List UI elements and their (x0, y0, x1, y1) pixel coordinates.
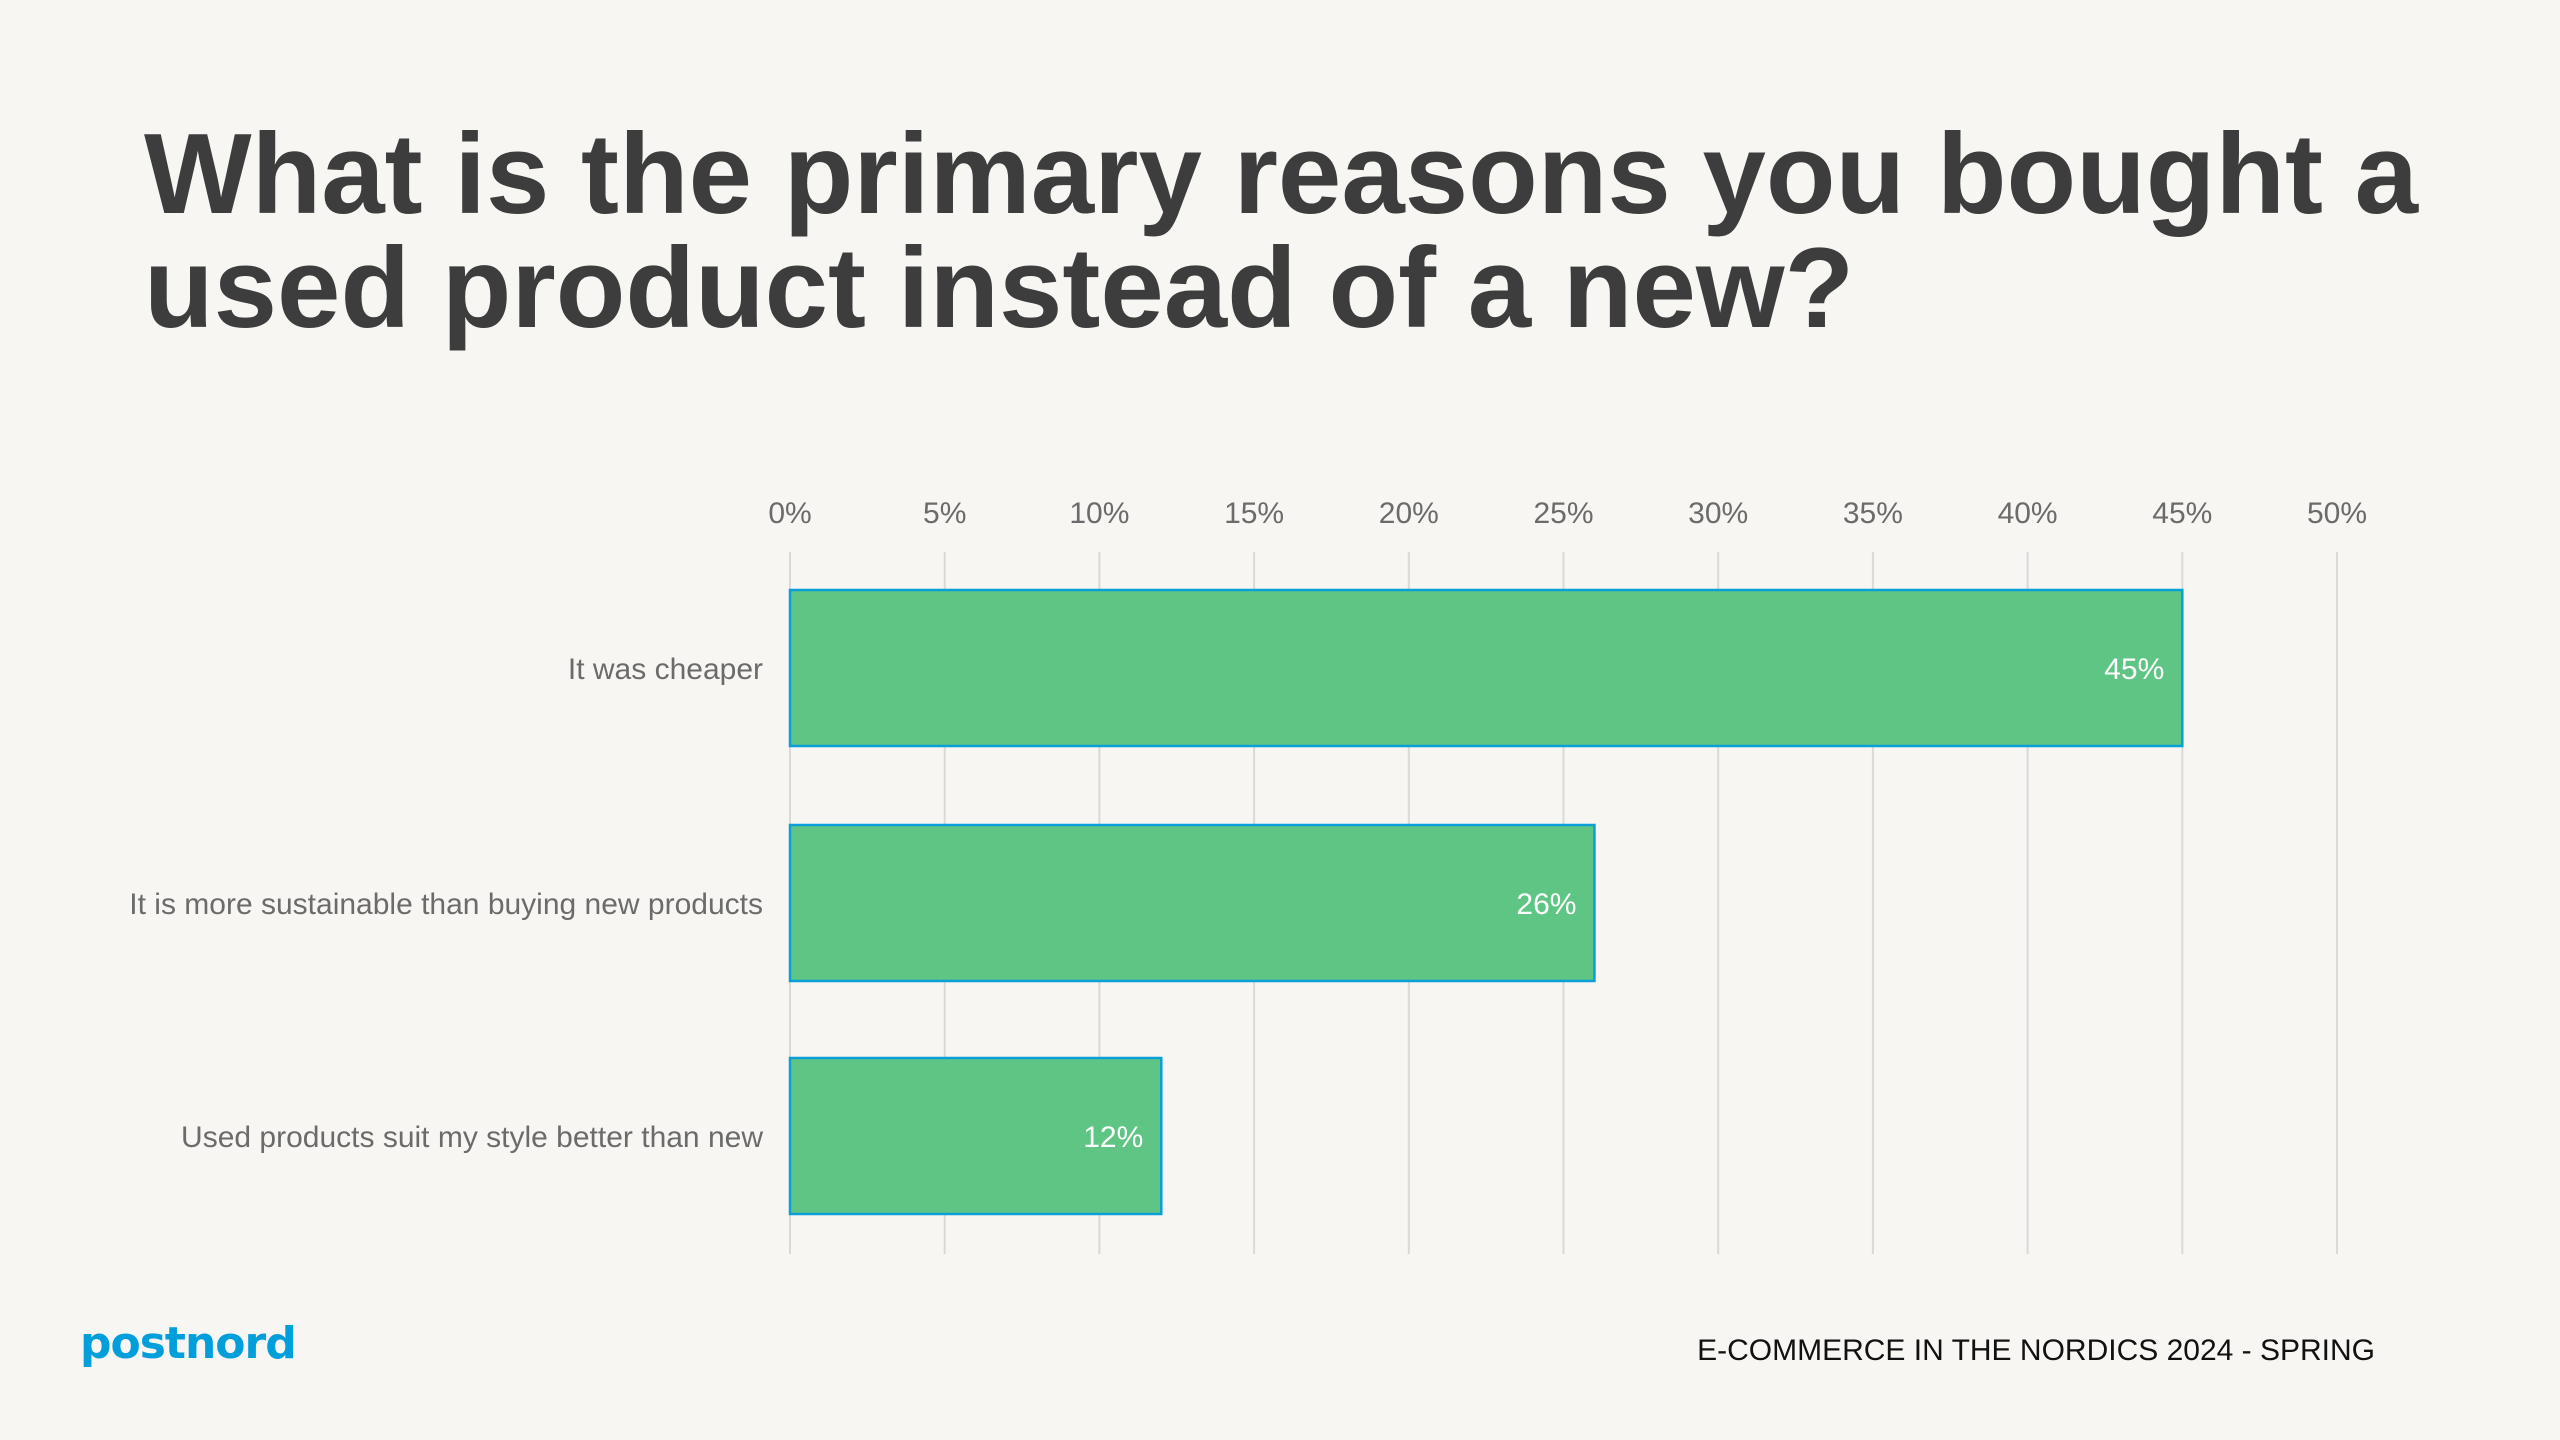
category-label: Used products suit my style better than … (181, 1121, 763, 1154)
x-tick-label: 50% (2307, 497, 2367, 530)
data-label: 26% (1516, 888, 1576, 921)
x-tick-label: 35% (1843, 497, 1903, 530)
bar (788, 823, 1596, 983)
page-title: What is the primary reasons you bought a… (144, 111, 2419, 352)
bar (788, 1056, 1163, 1216)
data-label: 45% (2104, 653, 2164, 686)
postnord-logo: postnord (80, 1318, 297, 1369)
x-tick-label: 0% (768, 497, 811, 530)
category-label: It is more sustainable than buying new p… (129, 888, 763, 921)
x-tick-label: 15% (1224, 497, 1284, 530)
x-tick-label: 40% (1998, 497, 2058, 530)
x-tick-label: 10% (1069, 497, 1129, 530)
footer-caption: E-COMMERCE IN THE NORDICS 2024 - SPRING (1697, 1334, 2375, 1367)
bar (788, 588, 2184, 748)
x-tick-label: 25% (1533, 497, 1593, 530)
x-tick-label: 5% (923, 497, 966, 530)
x-tick-label: 45% (2152, 497, 2212, 530)
data-label: 12% (1083, 1121, 1143, 1154)
category-label: It was cheaper (568, 653, 763, 686)
x-tick-label: 30% (1688, 497, 1748, 530)
bar-chart: 0% 5% 10% 15% 20% 25% 30% 35% 40% 45% 50% 45% It was… (129, 497, 2367, 1254)
x-tick-label: 20% (1379, 497, 1439, 530)
